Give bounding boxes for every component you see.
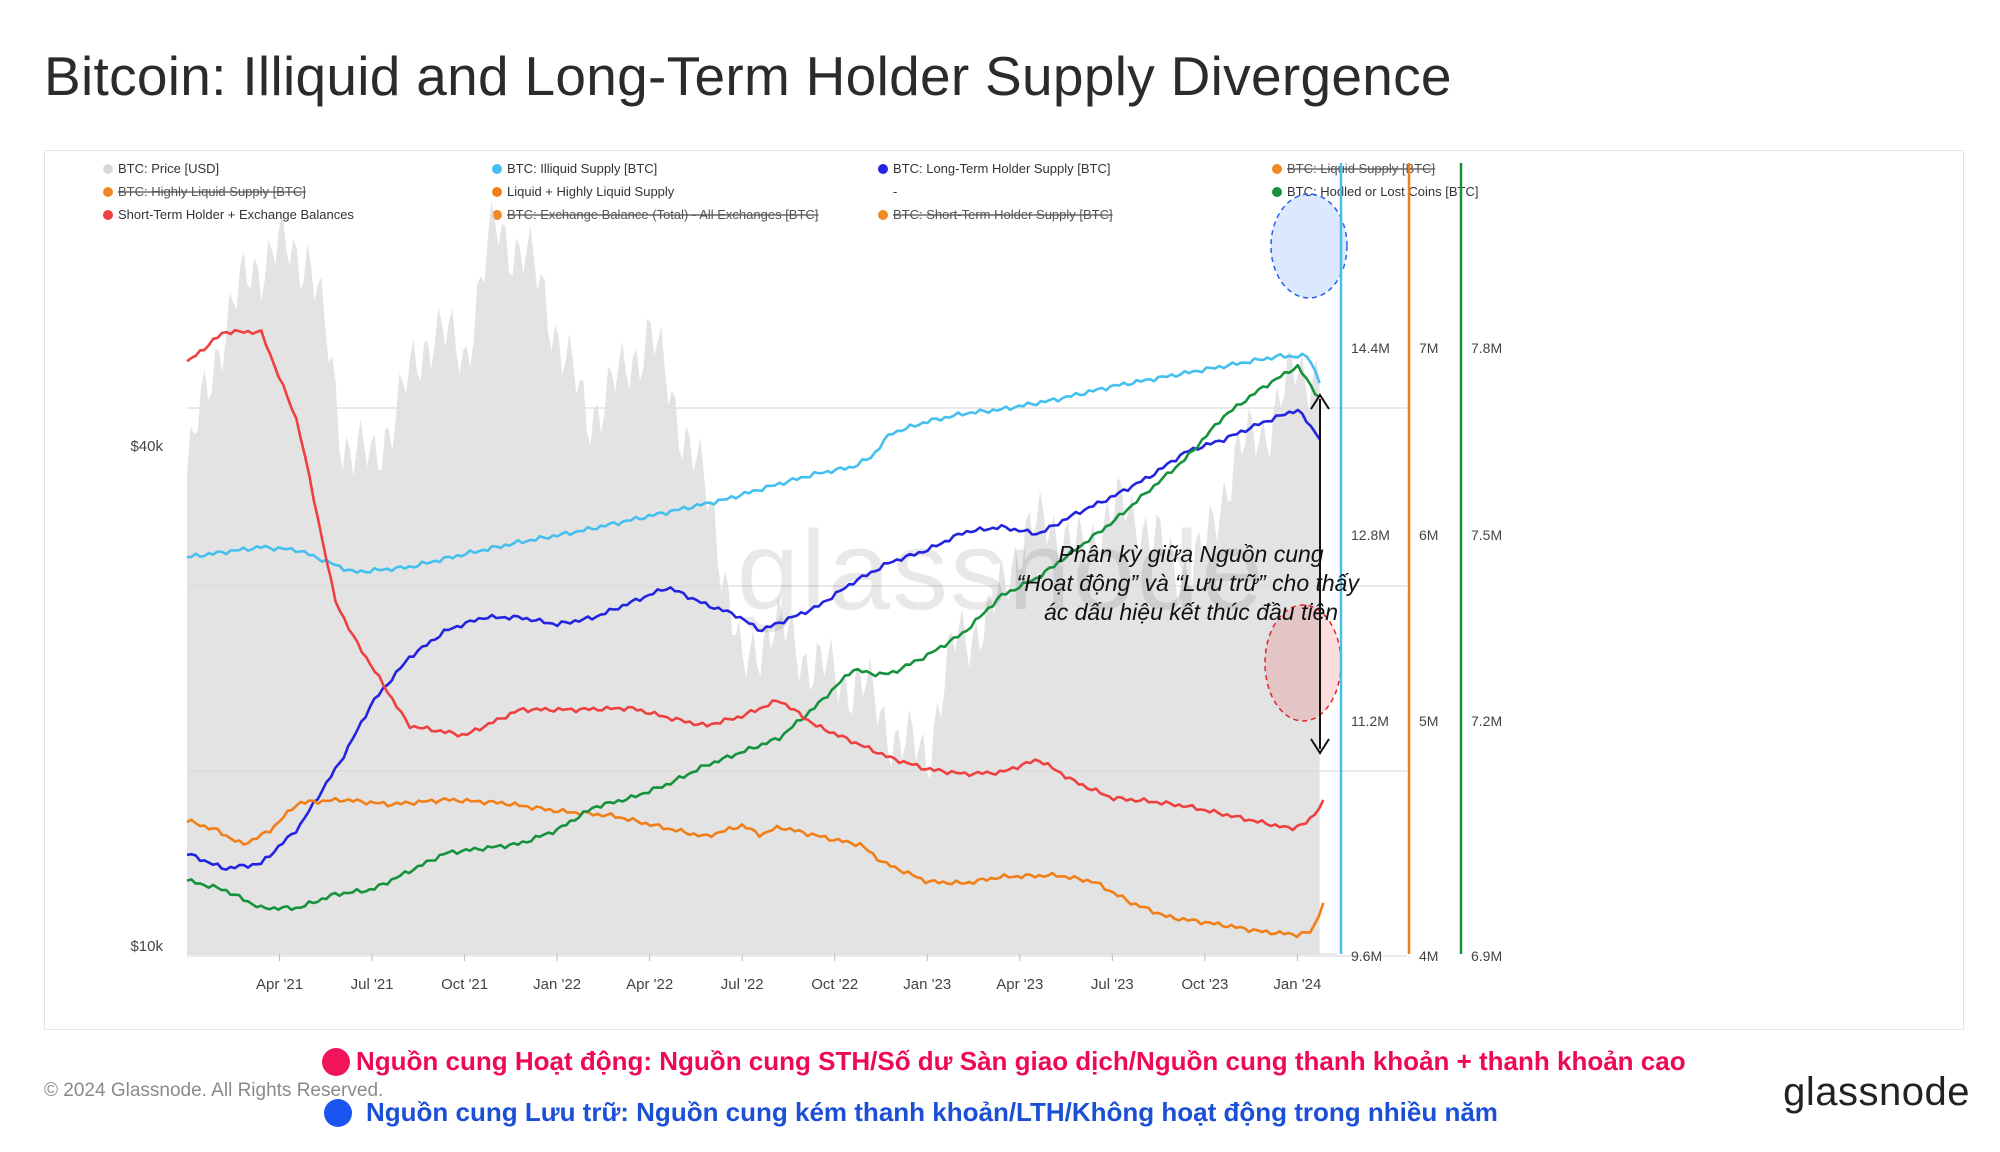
liquid-supply-line: [186, 796, 1325, 939]
arrow-down-icon: [1310, 738, 1330, 755]
x-tick-label: Oct '21: [441, 976, 488, 993]
axis3-tick-label: 7.8M: [1471, 340, 1502, 356]
illiquid-supply-line: [186, 352, 1321, 574]
legend-dot-icon: [492, 210, 502, 220]
legend-label[interactable]: BTC: Liquid Supply [BTC]: [1287, 161, 1435, 176]
axis3-tick-label: 7.5M: [1471, 527, 1502, 543]
legend-label[interactable]: BTC: Highly Liquid Supply [BTC]: [118, 184, 306, 199]
legend-label[interactable]: BTC: Short-Term Holder Supply [BTC]: [893, 207, 1113, 222]
legend-label[interactable]: BTC: Exchange Balance (Total) - All Exch…: [507, 207, 818, 222]
legend[interactable]: BTC: Price [USD] BTC: Illiquid Supply [BT…: [103, 161, 1478, 222]
x-tick-label: Jan '24: [1273, 976, 1321, 993]
storage-supply-text: Nguồn cung Lưu trữ: Nguồn cung kém thanh…: [366, 1097, 1498, 1127]
legend-dot-icon: [103, 187, 113, 197]
x-tick-label: Jul '22: [721, 976, 764, 993]
axis1-tick-label: 14.4M: [1351, 340, 1390, 356]
x-tick-label: Jul '23: [1091, 976, 1134, 993]
chart-title: Bitcoin: Illiquid and Long-Term Holder S…: [44, 45, 1452, 107]
chart-svg: BTC: Price [USD] BTC: Illiquid Supply [BT…: [103, 161, 1502, 993]
copyright: © 2024 Glassnode. All Rights Reserved.: [44, 1080, 384, 1101]
red-dot-icon: [322, 1047, 350, 1076]
legend-dot-icon: [103, 164, 113, 174]
chart-panel: BTC: Price [USD] BTC: Illiquid Supply [BT…: [44, 150, 1964, 1030]
storage-supply-note: Nguồn cung Lưu trữ: Nguồn cung kém thanh…: [324, 1097, 1498, 1128]
legend-dot-icon: [492, 164, 502, 174]
price-tick-label: $40k: [130, 438, 163, 455]
x-tick-label: Apr '23: [996, 976, 1043, 993]
annotation: Phân kỳ giữa Nguồn cung “Hoạt động” và “L…: [1017, 393, 1366, 755]
axis3-tick-label: 7.2M: [1471, 713, 1502, 729]
axis2-tick-label: 7M: [1419, 340, 1438, 356]
legend-label[interactable]: Liquid + Highly Liquid Supply: [507, 184, 675, 199]
legend-label[interactable]: Short-Term Holder + Exchange Balances: [118, 207, 354, 222]
price-area-fill: [187, 200, 1320, 954]
x-tick-label: Oct '23: [1181, 976, 1228, 993]
legend-dot-icon: [103, 210, 113, 220]
glassnode-logo[interactable]: glassnode: [1783, 1070, 1970, 1114]
annotation-line: ác dấu hiệu kết thúc đầu tiên: [1044, 599, 1338, 625]
legend-dot-icon: [1272, 164, 1282, 174]
axis3-tick-label: 6.9M: [1471, 948, 1502, 964]
x-tick-label: Oct '22: [811, 976, 858, 993]
legend-label[interactable]: BTC: Long-Term Holder Supply [BTC]: [893, 161, 1110, 176]
legend-dot-icon: [492, 187, 502, 197]
hodled-coins-line: [186, 363, 1321, 912]
arrow-up-icon: [1310, 393, 1330, 410]
sth-exchange-line: [186, 328, 1325, 832]
legend-label[interactable]: BTC: Price [USD]: [118, 161, 219, 176]
axes: 14.4M 12.8M 11.2M 9.6M 7M 6M 5M 4M 7.8M 7.5M 7.2M 6…: [130, 163, 1502, 993]
axis2-tick-label: 5M: [1419, 713, 1438, 729]
blue-dot-icon: [324, 1098, 352, 1127]
x-tick-label: Jan '22: [533, 976, 581, 993]
legend-label[interactable]: -: [893, 184, 897, 199]
axis1-tick-label: 12.8M: [1351, 527, 1390, 543]
annotation-text: Phân kỳ giữa Nguồn cung “Hoạt động” và “L…: [1017, 541, 1366, 625]
legend-label[interactable]: BTC: Hodled or Lost Coins [BTC]: [1287, 184, 1478, 199]
legend-dot-icon: [1272, 187, 1282, 197]
x-tick-label: Jan '23: [903, 976, 951, 993]
legend-dot-icon: [878, 210, 888, 220]
active-supply-text: Nguồn cung Hoạt động: Nguồn cung STH/Số …: [356, 1046, 1686, 1076]
lth-supply-line: [186, 408, 1321, 871]
series-lines: [186, 328, 1325, 939]
axis1-tick-label: 9.6M: [1351, 948, 1382, 964]
axis1-tick-label: 11.2M: [1351, 713, 1389, 729]
legend-label[interactable]: BTC: Illiquid Supply [BTC]: [507, 161, 657, 176]
watermark: glassnode: [737, 508, 1266, 633]
x-tick-label: Apr '22: [626, 976, 673, 993]
storage-highlight-ellipse: [1270, 193, 1348, 299]
price-tick-label: $10k: [130, 938, 163, 955]
price-area: [187, 200, 1320, 954]
x-tick-label: Apr '21: [256, 976, 303, 993]
active-supply-note: Nguồn cung Hoạt động: Nguồn cung STH/Số …: [322, 1046, 1686, 1077]
highlight-ellipses: [1264, 193, 1348, 722]
annotation-line: “Hoạt động” và “Lưu trữ” cho thấy: [1017, 570, 1366, 596]
annotation-line: Phân kỳ giữa Nguồn cung: [1058, 541, 1323, 567]
legend-dot-icon: [878, 164, 888, 174]
x-tick-label: Jul '21: [351, 976, 394, 993]
axis2-tick-label: 4M: [1419, 948, 1438, 964]
axis2-tick-label: 6M: [1419, 527, 1438, 543]
